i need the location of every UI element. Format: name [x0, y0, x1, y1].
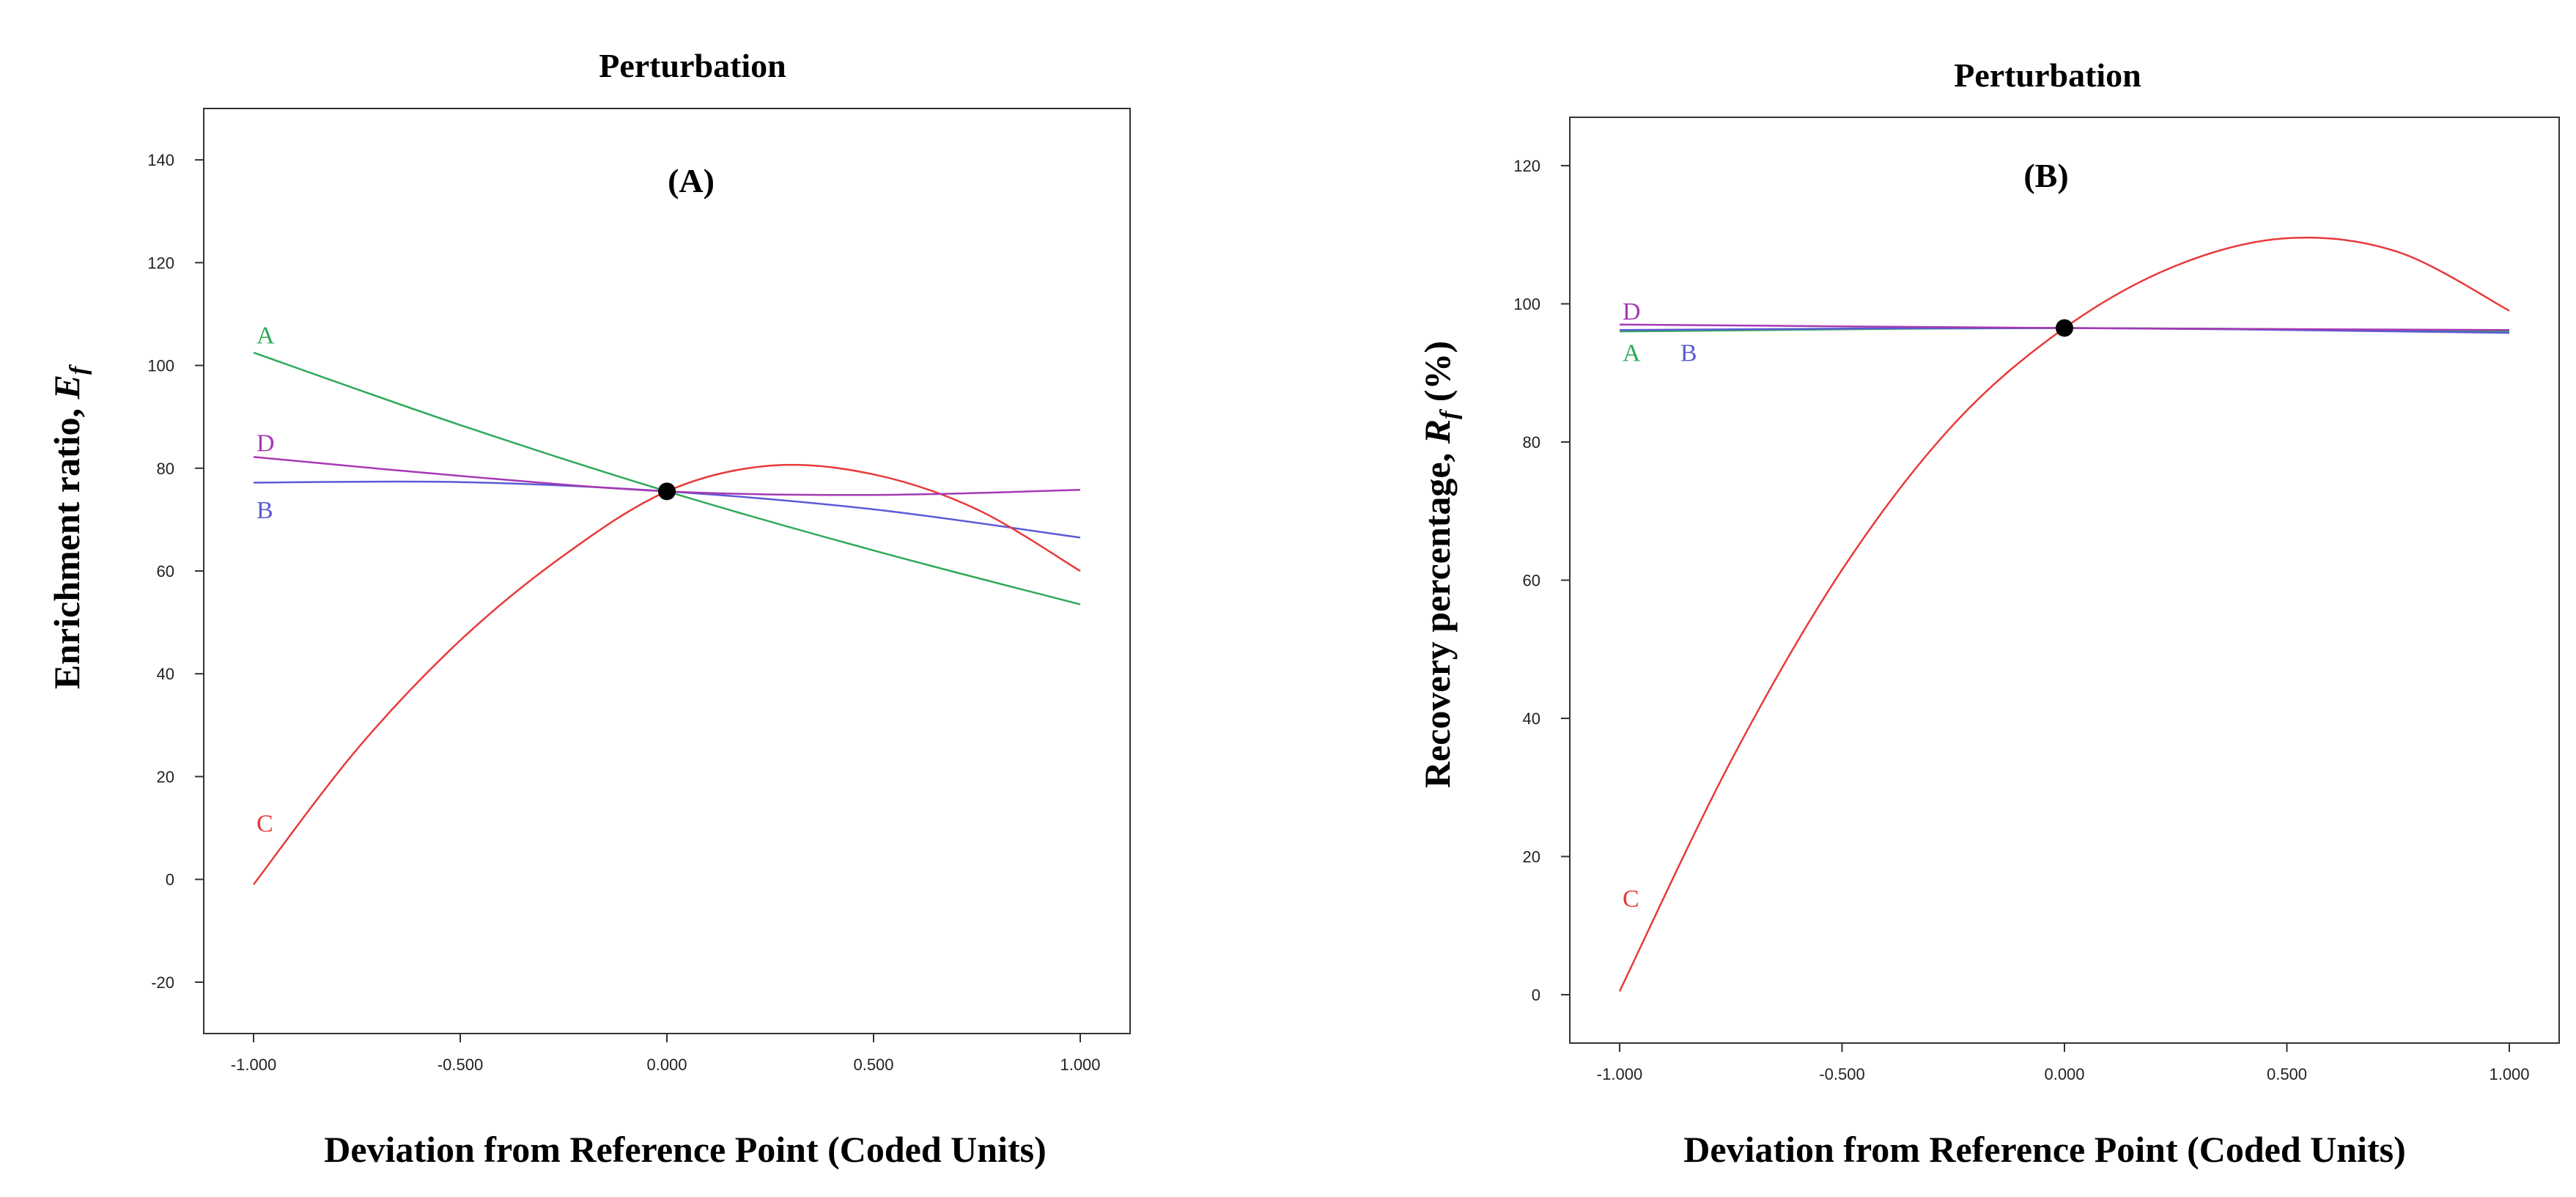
- y-axis-title-symbol: R: [1417, 419, 1458, 444]
- series-label-b: B: [1680, 339, 1697, 367]
- y-tick-label: 120: [1513, 157, 1540, 175]
- y-axis-title-tail: (%): [1417, 341, 1458, 411]
- series-label-c: C: [1623, 885, 1639, 913]
- y-tick-label: 20: [157, 767, 174, 786]
- chart-title: Perturbation: [599, 47, 786, 84]
- series-label-b: B: [257, 497, 273, 524]
- y-axis-title-subscript: f: [1436, 408, 1463, 419]
- chart-panel-b: Perturbation (B) -1.000 -0.500 0.000 0.500 1.0…: [1417, 56, 2560, 1170]
- reference-point-marker: [2056, 319, 2073, 337]
- y-tick-label: 80: [157, 460, 174, 478]
- y-axis-title-subscript: f: [65, 364, 92, 375]
- x-tick-label: -1.000: [1597, 1065, 1642, 1083]
- y-tick-label: 0: [1532, 986, 1540, 1004]
- y-axis-title-main: Recovery percentage,: [1417, 443, 1458, 788]
- series-label-c: C: [257, 811, 273, 838]
- x-tick-label: 0.000: [2044, 1065, 2084, 1083]
- y-tick-label: 100: [1513, 295, 1540, 313]
- y-tick-label: 100: [147, 357, 174, 375]
- y-tick-label: -20: [151, 973, 174, 992]
- series-line-c: [253, 463, 1081, 885]
- y-axis-title-main: Enrichment ratio,: [46, 399, 87, 689]
- y-axis-title-symbol: E: [46, 375, 87, 399]
- y-tick-label: 20: [1523, 848, 1540, 866]
- plot-frame: [203, 108, 1131, 1034]
- y-tick-label: 140: [147, 151, 174, 169]
- chart-panel-a: Perturbation (A) -1.000 -0.500 0.000 0.500 1.0…: [46, 47, 1131, 1170]
- series-label-a: A: [1623, 339, 1641, 367]
- y-axis-title: Enrichment ratio, Ef: [46, 364, 92, 689]
- x-tick-label: 0.500: [2267, 1065, 2307, 1083]
- x-tick-label: -0.500: [1819, 1065, 1864, 1083]
- reference-point-marker: [658, 482, 676, 501]
- y-tick-label: 80: [1523, 433, 1540, 452]
- y-tick-label: 60: [157, 562, 174, 581]
- x-tick-label: -0.500: [438, 1056, 483, 1074]
- x-tick-label: 1.000: [2489, 1065, 2529, 1083]
- x-axis-title: Deviation from Reference Point (Coded Un…: [1683, 1129, 2405, 1170]
- x-tick-label: 0.000: [646, 1056, 687, 1074]
- y-axis-title: Recovery percentage, Rf (%): [1417, 341, 1463, 788]
- x-tick-label: -1.000: [231, 1056, 276, 1074]
- series-label-a: A: [257, 322, 275, 349]
- y-tick-label: 40: [1523, 710, 1540, 728]
- series-line-c: [1618, 236, 2510, 992]
- y-tick-label: 40: [157, 665, 174, 683]
- x-tick-label: 0.500: [853, 1056, 893, 1074]
- panel-label: (A): [668, 162, 715, 199]
- x-tick-label: 1.000: [1060, 1056, 1100, 1074]
- series-label-d: D: [1623, 298, 1641, 325]
- y-tick-label: 60: [1523, 572, 1540, 590]
- y-tick-label: 0: [166, 871, 174, 889]
- y-tick-label: 120: [147, 254, 174, 272]
- series-label-d: D: [257, 430, 275, 457]
- series-line-a: [253, 351, 1081, 605]
- panel-label: (B): [2023, 157, 2068, 194]
- x-axis-title: Deviation from Reference Point (Coded Un…: [324, 1129, 1046, 1170]
- chart-title: Perturbation: [1954, 56, 2141, 94]
